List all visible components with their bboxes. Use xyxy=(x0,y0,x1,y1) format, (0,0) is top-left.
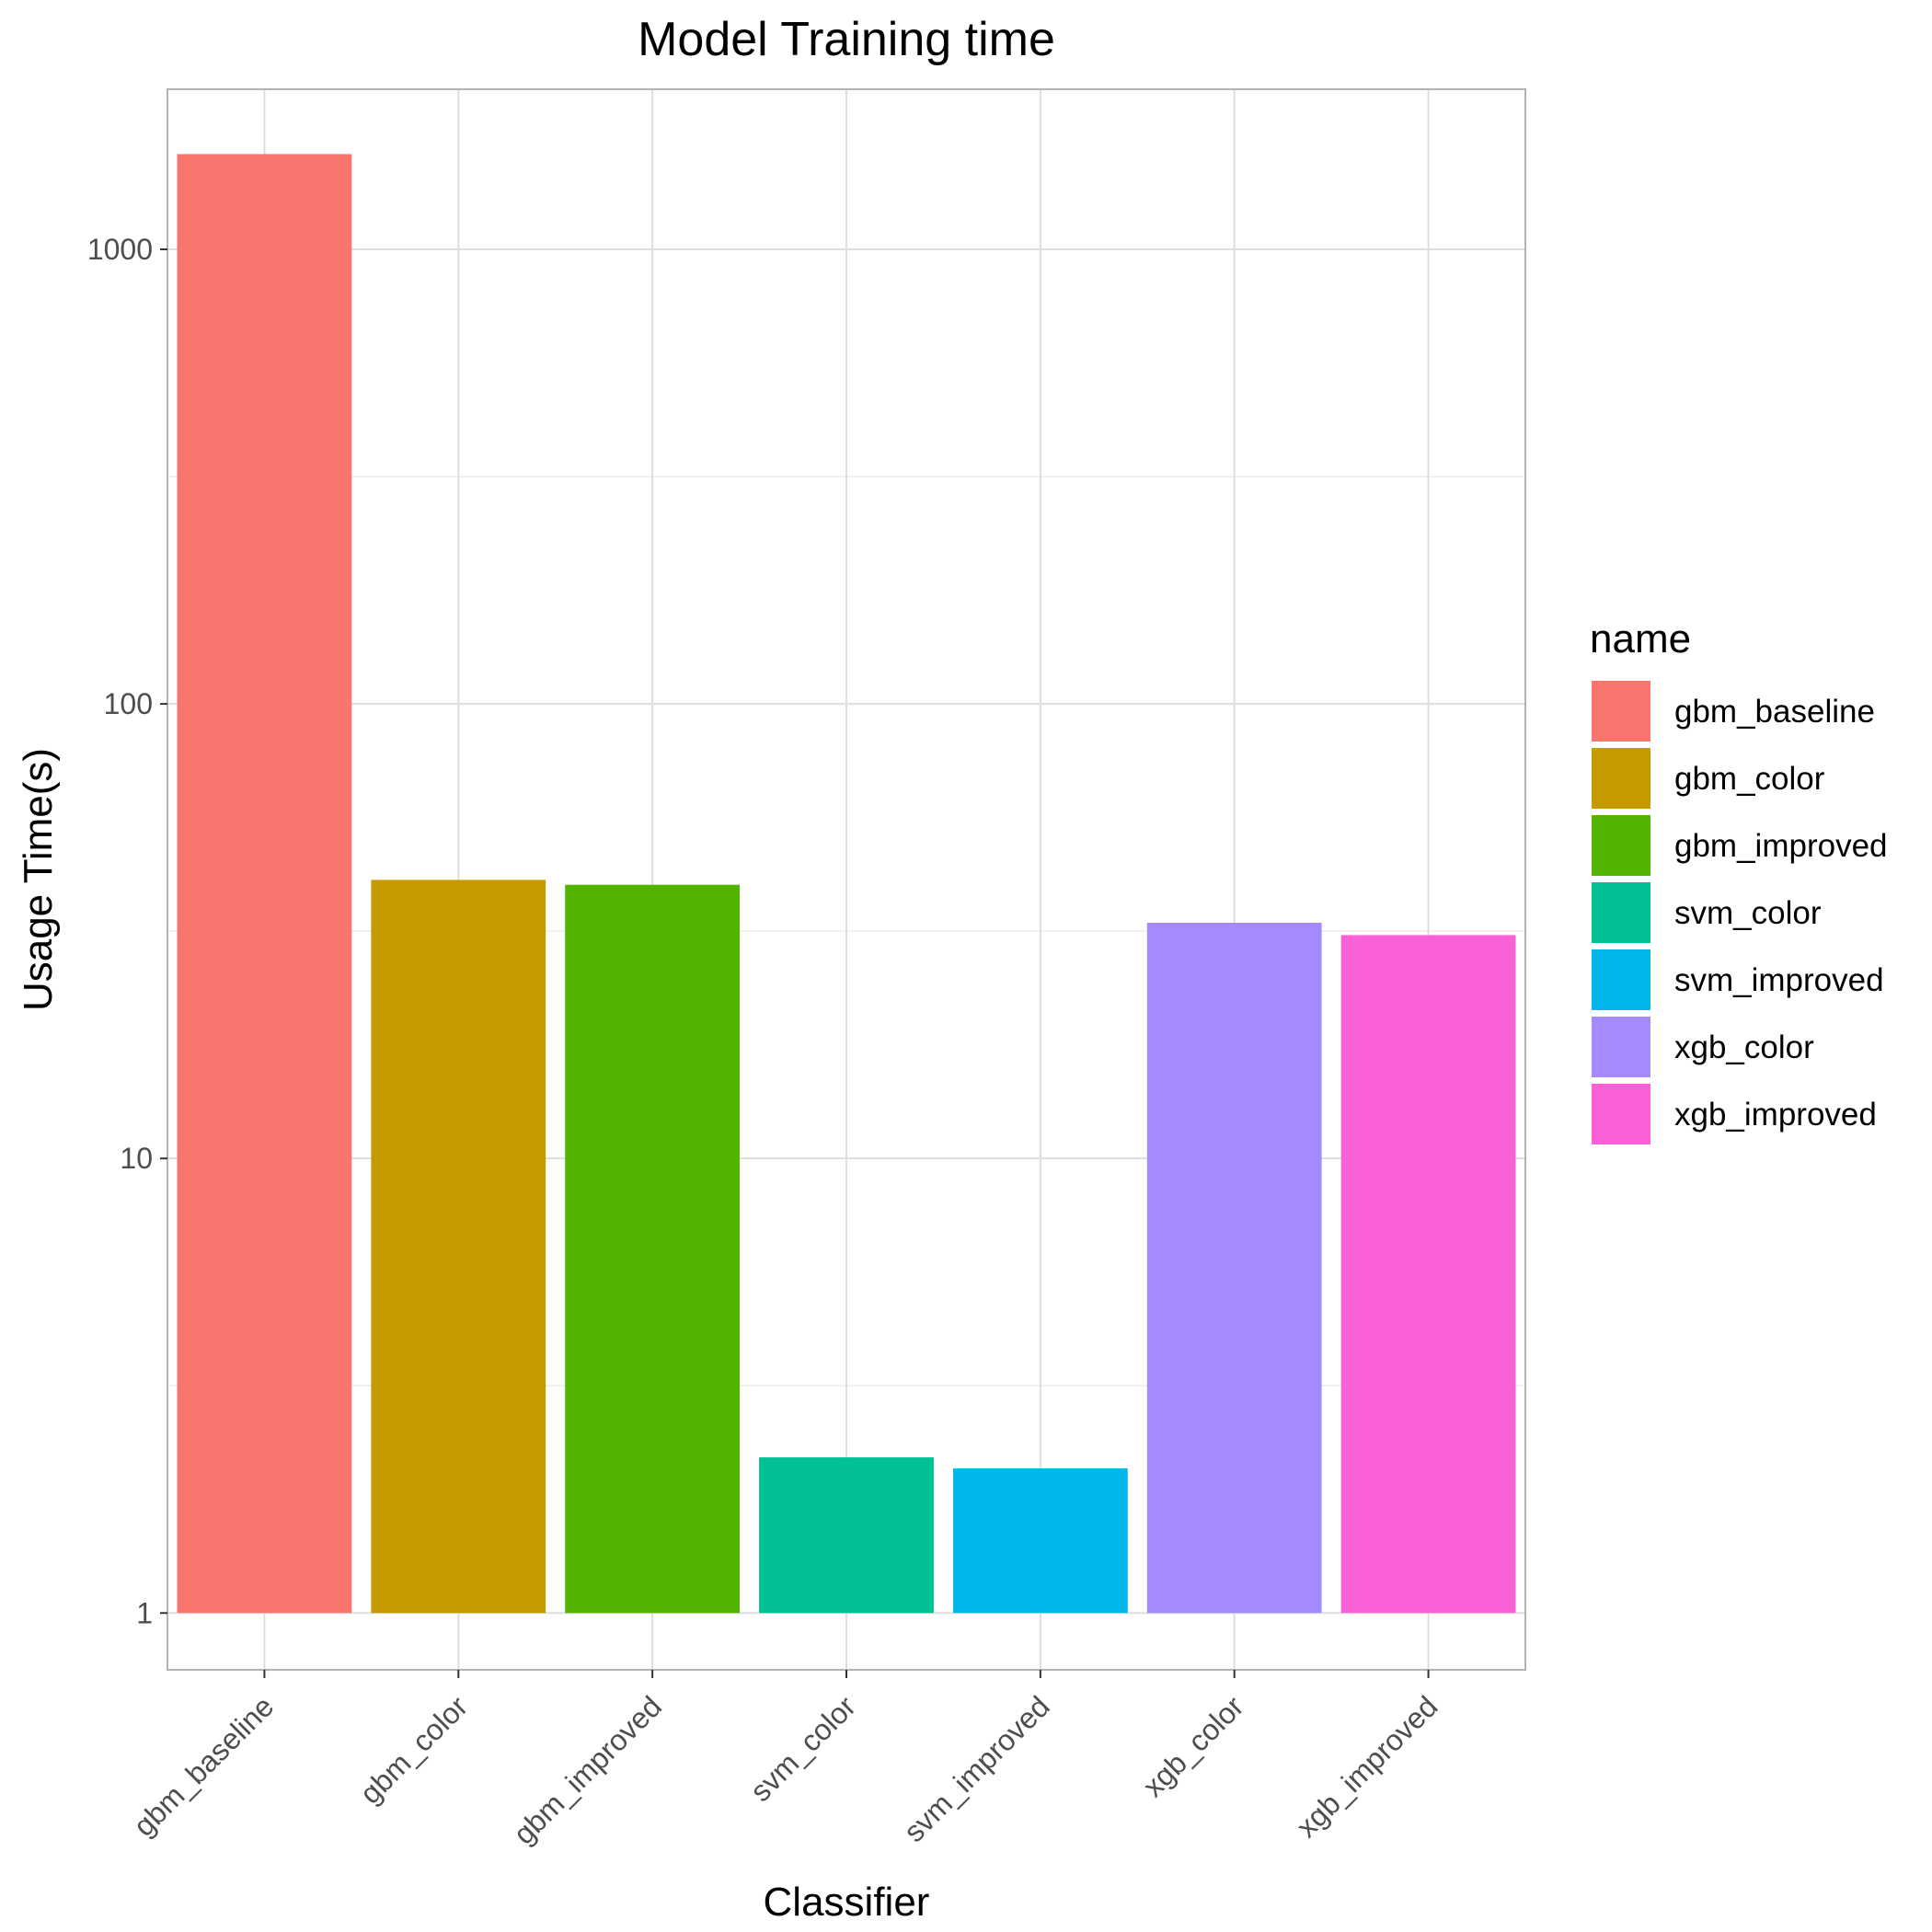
legend-label: svm_improved xyxy=(1674,962,1884,998)
x-axis: gbm_baseline gbm_color gbm_improved svm_col… xyxy=(127,1670,1444,1851)
y-tick-label: 100 xyxy=(104,687,153,720)
legend-title: name xyxy=(1590,616,1691,661)
bar-xgb_improved xyxy=(1340,935,1516,1614)
legend-key xyxy=(1592,815,1650,876)
y-axis: 1 10 100 1000 xyxy=(87,233,167,1629)
legend-key xyxy=(1592,882,1650,943)
legend-label: gbm_improved xyxy=(1674,828,1888,864)
legend-key xyxy=(1592,1017,1650,1077)
x-tick-label: gbm_color xyxy=(353,1689,474,1810)
y-tick-label: 1 xyxy=(136,1596,153,1629)
x-axis-title: Classifier xyxy=(764,1880,930,1925)
chart-title: Model Training time xyxy=(638,13,1055,66)
bars xyxy=(177,154,1516,1614)
x-tick-label: xgb_improved xyxy=(1290,1689,1444,1844)
y-tick-label: 1000 xyxy=(87,233,153,266)
legend-label: xgb_color xyxy=(1674,1029,1814,1065)
bar-gbm_color xyxy=(371,880,546,1614)
legend-key xyxy=(1592,748,1650,809)
bar-svm_improved xyxy=(952,1468,1128,1614)
legend-label: xgb_improved xyxy=(1674,1097,1877,1133)
legend-key xyxy=(1592,681,1650,742)
y-tick-label: 10 xyxy=(120,1142,153,1175)
legend-label: svm_color xyxy=(1674,895,1822,931)
legend-label: gbm_color xyxy=(1674,761,1825,797)
bar-svm_color xyxy=(759,1457,934,1614)
legend-key xyxy=(1592,1084,1650,1144)
bar-gbm_improved xyxy=(565,884,741,1614)
x-tick-label: xgb_color xyxy=(1136,1689,1250,1803)
legend-label: gbm_baseline xyxy=(1674,694,1875,730)
x-tick-label: svm_color xyxy=(743,1689,862,1808)
x-tick-label: gbm_improved xyxy=(507,1689,668,1850)
legend-key xyxy=(1592,949,1650,1010)
bar-gbm_baseline xyxy=(177,154,352,1614)
x-tick-label: gbm_baseline xyxy=(127,1689,280,1842)
bar-xgb_color xyxy=(1146,922,1322,1614)
x-tick-label: svm_improved xyxy=(897,1689,1056,1848)
y-axis-title: Usage Time(s) xyxy=(16,748,61,1011)
legend: name gbm_baseline gbm_color gbm_improvedsv… xyxy=(1590,616,1888,1144)
